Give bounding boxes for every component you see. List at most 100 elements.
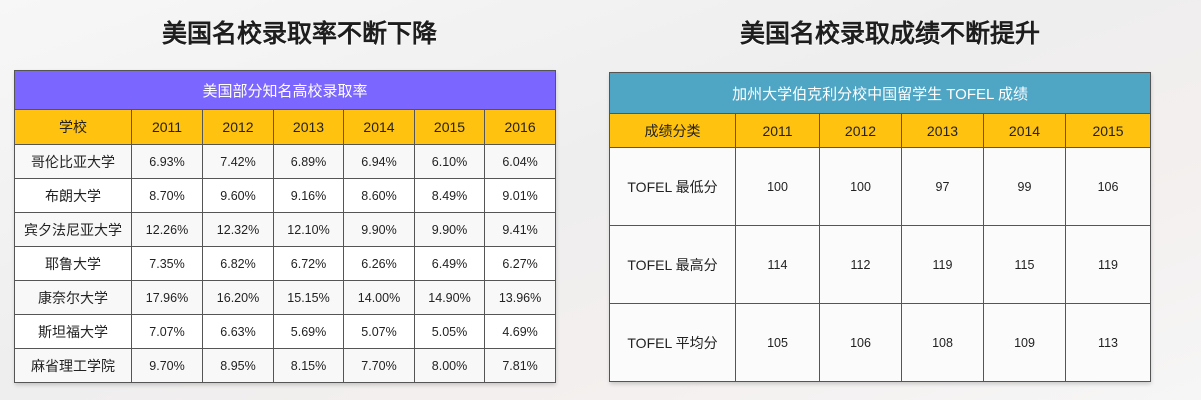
score-cell: 109 bbox=[983, 303, 1066, 382]
score-cell: 119 bbox=[1064, 225, 1152, 304]
school-name-cell: 斯坦福大学 bbox=[14, 314, 132, 349]
column-header: 2015 bbox=[414, 109, 485, 145]
score-cell: 100 bbox=[735, 147, 820, 226]
column-header: 2011 bbox=[735, 113, 820, 148]
table-row: 斯坦福大学 7.07% 6.63% 5.69% 5.07% 5.05% 4.69… bbox=[14, 314, 557, 349]
column-header: 成绩分类 bbox=[609, 113, 736, 148]
score-cell: 106 bbox=[819, 303, 902, 382]
column-header: 2012 bbox=[202, 109, 274, 145]
score-category-cell: TOFEL 平均分 bbox=[609, 303, 736, 382]
admission-rate-panel: 美国部分知名高校录取率 学校 2011 2012 2013 2014 2015 … bbox=[13, 70, 557, 383]
table-row: TOFEL 平均分 105 106 108 109 113 bbox=[609, 303, 1152, 382]
tofel-score-panel: 加州大学伯克利分校中国留学生 TOFEL 成绩 成绩分类 2011 2012 2… bbox=[608, 72, 1152, 382]
admission-rate-table: 美国部分知名高校录取率 学校 2011 2012 2013 2014 2015 … bbox=[13, 70, 557, 383]
rate-cell: 6.63% bbox=[202, 314, 274, 349]
rate-cell: 9.01% bbox=[483, 178, 557, 213]
column-header: 2012 bbox=[819, 113, 902, 148]
rate-cell: 6.93% bbox=[131, 144, 203, 179]
rate-cell: 5.69% bbox=[273, 314, 344, 349]
rate-cell: 6.27% bbox=[483, 246, 557, 281]
column-header: 2016 bbox=[483, 109, 557, 145]
rate-cell: 7.42% bbox=[202, 144, 274, 179]
rate-cell: 6.49% bbox=[414, 246, 485, 281]
score-cell: 97 bbox=[901, 147, 984, 226]
table-header-row: 成绩分类 2011 2012 2013 2014 2015 bbox=[609, 113, 1152, 148]
table-row: 耶鲁大学 7.35% 6.82% 6.72% 6.26% 6.49% 6.27% bbox=[14, 246, 557, 281]
rate-cell: 12.32% bbox=[202, 212, 274, 247]
school-name-cell: 宾夕法尼亚大学 bbox=[14, 212, 132, 247]
school-name-cell: 布朗大学 bbox=[14, 178, 132, 213]
score-cell: 119 bbox=[901, 225, 984, 304]
rate-cell: 13.96% bbox=[483, 280, 557, 315]
rate-cell: 8.95% bbox=[202, 348, 274, 383]
rate-cell: 9.70% bbox=[131, 348, 203, 383]
rate-cell: 7.35% bbox=[131, 246, 203, 281]
table-row: 哥伦比亚大学 6.93% 7.42% 6.89% 6.94% 6.10% 6.0… bbox=[14, 144, 557, 179]
score-cell: 100 bbox=[819, 147, 902, 226]
rate-cell: 6.72% bbox=[273, 246, 344, 281]
rate-cell: 9.60% bbox=[202, 178, 274, 213]
rate-cell: 5.07% bbox=[343, 314, 415, 349]
rate-cell: 4.69% bbox=[483, 314, 557, 349]
rate-cell: 9.41% bbox=[483, 212, 557, 247]
table-row: TOFEL 最低分 100 100 97 99 106 bbox=[609, 147, 1152, 226]
table-row: 布朗大学 8.70% 9.60% 9.16% 8.60% 8.49% 9.01% bbox=[14, 178, 557, 213]
rate-cell: 6.04% bbox=[483, 144, 557, 179]
rate-cell: 9.90% bbox=[414, 212, 485, 247]
admission-score-heading: 美国名校录取成绩不断提升 bbox=[740, 19, 1041, 48]
score-cell: 105 bbox=[735, 303, 820, 382]
tofel-score-table: 加州大学伯克利分校中国留学生 TOFEL 成绩 成绩分类 2011 2012 2… bbox=[608, 72, 1152, 382]
rate-cell: 7.07% bbox=[131, 314, 203, 349]
rate-cell: 6.94% bbox=[343, 144, 415, 179]
score-cell: 106 bbox=[1064, 147, 1152, 226]
school-name-cell: 康奈尔大学 bbox=[14, 280, 132, 315]
rate-cell: 17.96% bbox=[131, 280, 203, 315]
rate-cell: 12.10% bbox=[273, 212, 344, 247]
rate-cell: 8.15% bbox=[273, 348, 344, 383]
column-header: 2011 bbox=[131, 109, 203, 145]
rate-cell: 8.49% bbox=[414, 178, 485, 213]
rate-cell: 8.00% bbox=[414, 348, 485, 383]
school-name-cell: 耶鲁大学 bbox=[14, 246, 132, 281]
rate-cell: 8.60% bbox=[343, 178, 415, 213]
rate-cell: 15.15% bbox=[273, 280, 344, 315]
column-header: 2014 bbox=[343, 109, 415, 145]
table-row: 宾夕法尼亚大学 12.26% 12.32% 12.10% 9.90% 9.90%… bbox=[14, 212, 557, 247]
score-cell: 99 bbox=[983, 147, 1066, 226]
rate-cell: 6.26% bbox=[343, 246, 415, 281]
rate-cell: 9.16% bbox=[273, 178, 344, 213]
school-name-cell: 麻省理工学院 bbox=[14, 348, 132, 383]
column-header: 2014 bbox=[983, 113, 1066, 148]
admission-rate-caption: 美国部分知名高校录取率 bbox=[13, 70, 557, 110]
rate-cell: 7.70% bbox=[343, 348, 415, 383]
column-header: 学校 bbox=[14, 109, 132, 145]
table-row: TOFEL 最高分 114 112 119 115 119 bbox=[609, 225, 1152, 304]
column-header: 2013 bbox=[273, 109, 344, 145]
tofel-score-caption: 加州大学伯克利分校中国留学生 TOFEL 成绩 bbox=[608, 72, 1152, 114]
rate-cell: 9.90% bbox=[343, 212, 415, 247]
rate-cell: 12.26% bbox=[131, 212, 203, 247]
table-row: 康奈尔大学 17.96% 16.20% 15.15% 14.00% 14.90%… bbox=[14, 280, 557, 315]
score-cell: 113 bbox=[1064, 303, 1152, 382]
school-name-cell: 哥伦比亚大学 bbox=[14, 144, 132, 179]
rate-cell: 14.90% bbox=[414, 280, 485, 315]
rate-cell: 14.00% bbox=[343, 280, 415, 315]
admission-rate-heading: 美国名校录取率不断下降 bbox=[162, 19, 438, 48]
rate-cell: 5.05% bbox=[414, 314, 485, 349]
column-header: 2015 bbox=[1064, 113, 1152, 148]
score-category-cell: TOFEL 最高分 bbox=[609, 225, 736, 304]
rate-cell: 6.10% bbox=[414, 144, 485, 179]
score-cell: 108 bbox=[901, 303, 984, 382]
rate-cell: 6.82% bbox=[202, 246, 274, 281]
table-header-row: 学校 2011 2012 2013 2014 2015 2016 bbox=[14, 109, 557, 145]
rate-cell: 8.70% bbox=[131, 178, 203, 213]
rate-cell: 6.89% bbox=[273, 144, 344, 179]
rate-cell: 16.20% bbox=[202, 280, 274, 315]
rate-cell: 7.81% bbox=[483, 348, 557, 383]
score-cell: 114 bbox=[735, 225, 820, 304]
score-cell: 112 bbox=[819, 225, 902, 304]
score-category-cell: TOFEL 最低分 bbox=[609, 147, 736, 226]
table-row: 麻省理工学院 9.70% 8.95% 8.15% 7.70% 8.00% 7.8… bbox=[14, 348, 557, 383]
score-cell: 115 bbox=[983, 225, 1066, 304]
column-header: 2013 bbox=[901, 113, 984, 148]
